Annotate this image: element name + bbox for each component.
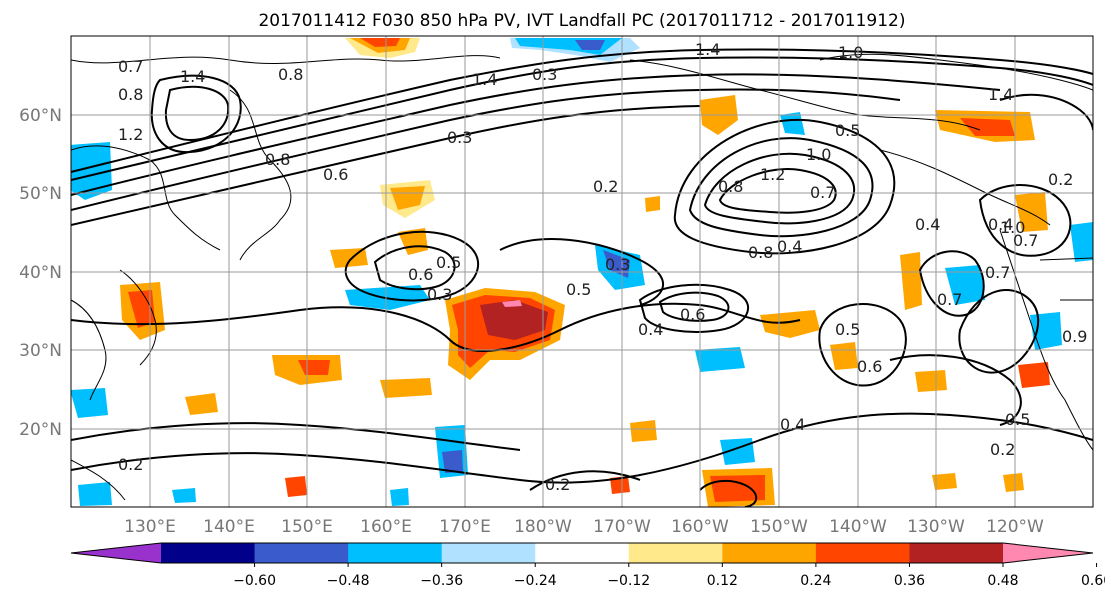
colorbar-tick-label: −0.60 xyxy=(233,573,276,589)
contour-label: 0.6 xyxy=(857,357,882,376)
colorbar-tick-label: −0.36 xyxy=(420,573,463,589)
contour-label: 0.3 xyxy=(427,285,452,304)
contour-label: 0.3 xyxy=(605,255,630,274)
contour-label: 0.5 xyxy=(436,253,461,272)
pv-contours xyxy=(71,48,1093,507)
contour-label: 0.7 xyxy=(1013,231,1038,250)
lon-label: 120°W xyxy=(986,517,1044,537)
contour-label: 0.2 xyxy=(1048,170,1073,189)
contour-label: 0.2 xyxy=(545,475,570,494)
contour-label: 0.5 xyxy=(566,280,591,299)
lon-label: 170°W xyxy=(593,517,651,537)
lat-label-20n: 20°N xyxy=(19,420,62,440)
lon-label: 140°E xyxy=(203,517,255,537)
colorbar-tick-label: −0.48 xyxy=(327,573,370,589)
contour-label: 0.7 xyxy=(810,183,835,202)
contour-label: 0.3 xyxy=(532,65,557,84)
contour-label: 0.2 xyxy=(118,455,143,474)
contour-label: 0.5 xyxy=(835,121,860,140)
contour-label: 1.4 xyxy=(988,85,1013,104)
lon-label: 140°W xyxy=(829,517,887,537)
lon-label: 180°W xyxy=(514,517,572,537)
contour-label: 0.8 xyxy=(265,150,290,169)
colorbar-tick-label: −0.12 xyxy=(607,573,650,589)
lat-label-40n: 40°N xyxy=(19,263,62,283)
colorbar-segments xyxy=(70,542,1094,564)
lon-label: 160°E xyxy=(360,517,412,537)
contour-label: 0.8 xyxy=(278,65,303,84)
graticule xyxy=(71,36,1093,507)
lon-label: 130°W xyxy=(907,517,965,537)
latitude-labels: 60°N 50°N 40°N 30°N 20°N xyxy=(19,106,62,440)
contour-label: 0.7 xyxy=(937,290,962,309)
contour-label: 0.4 xyxy=(780,415,805,434)
colorbar-tick-label: 0.48 xyxy=(987,573,1018,589)
map-frame xyxy=(70,35,1094,508)
contour-label: 0.8 xyxy=(118,85,143,104)
contour-label: 1.4 xyxy=(180,67,205,86)
colorbar-extend-high xyxy=(1003,543,1093,563)
colorbar-tick-label: 0.12 xyxy=(707,573,738,589)
contour-label: 0.4 xyxy=(777,237,802,256)
contour-label: 0.4 xyxy=(915,215,940,234)
contour-label: 0.3 xyxy=(447,128,472,147)
contour-label: 0.5 xyxy=(1005,410,1030,429)
contour-label: 1.2 xyxy=(760,165,785,184)
lon-label: 150°E xyxy=(281,517,333,537)
colorbar-segment xyxy=(348,543,443,563)
lat-label-50n: 50°N xyxy=(19,184,62,204)
contour-label: 1.2 xyxy=(118,125,143,144)
colorbar-segment xyxy=(722,543,817,563)
contour-label: 0.9 xyxy=(1062,327,1087,346)
colorbar-segment xyxy=(909,543,1004,563)
contour-label: 0.4 xyxy=(638,320,663,339)
lat-label-60n: 60°N xyxy=(19,106,62,126)
contour-labels: 0.7 1.4 0.8 0.8 1.2 0.8 0.6 1.4 0.3 0.3 … xyxy=(118,40,1087,494)
contour-label: 0.8 xyxy=(718,177,743,196)
colorbar-ticks: −0.60 −0.48 −0.36 −0.24 −0.12 0.12 0.24 0.36 0.4… xyxy=(233,563,1105,589)
contour-label: 1.0 xyxy=(806,145,831,164)
contour-label: 0.2 xyxy=(593,177,618,196)
coastlines xyxy=(71,53,1093,501)
contour-label: 0.5 xyxy=(835,320,860,339)
lon-label: 150°W xyxy=(750,517,808,537)
colorbar-segment xyxy=(628,543,723,563)
chart-title: 2017011412 F030 850 hPa PV, IVT Landfall… xyxy=(258,11,905,31)
contour-label: 0.6 xyxy=(408,265,433,284)
lon-label: 170°E xyxy=(439,517,491,537)
contour-label: 1.4 xyxy=(472,70,497,89)
contour-label: 0.6 xyxy=(680,305,705,324)
lat-label-30n: 30°N xyxy=(19,341,62,361)
colorbar-tick-label: −0.24 xyxy=(514,573,557,589)
colorbar-extend-low xyxy=(71,543,161,563)
contour-label: 1.0 xyxy=(1000,218,1025,237)
contour-label: 0.8 xyxy=(748,243,773,262)
contour-label: 0.6 xyxy=(323,165,348,184)
colorbar: −0.60 −0.48 −0.36 −0.24 −0.12 0.12 0.24 0.36 0.4… xyxy=(70,542,1105,589)
contour-label: 1.4 xyxy=(695,40,720,59)
colorbar-tick-label: 0.36 xyxy=(894,573,925,589)
pv-shading xyxy=(71,38,1093,507)
contour-label: 0.7 xyxy=(985,263,1010,282)
contour-label: 0.7 xyxy=(118,57,143,76)
lon-label: 160°W xyxy=(671,517,729,537)
longitude-labels: 130°E 140°E 150°E 160°E 170°E 180°W 170°… xyxy=(124,517,1044,537)
contour-label: 1.0 xyxy=(838,43,863,62)
colorbar-segment xyxy=(161,543,256,563)
colorbar-segment xyxy=(815,543,910,563)
colorbar-outline xyxy=(70,542,1094,564)
colorbar-tick-label: 0.60 xyxy=(1081,573,1105,589)
contour-label: 0.4 xyxy=(988,215,1013,234)
lon-label: 130°E xyxy=(124,517,176,537)
map-panel: 0.7 1.4 0.8 0.8 1.2 0.8 0.6 1.4 0.3 0.3 … xyxy=(70,35,1094,508)
colorbar-segment xyxy=(254,543,349,563)
contour-label: 0.2 xyxy=(990,440,1015,459)
colorbar-segment xyxy=(535,543,630,563)
colorbar-segment xyxy=(441,543,536,563)
colorbar-tick-label: 0.24 xyxy=(800,573,831,589)
